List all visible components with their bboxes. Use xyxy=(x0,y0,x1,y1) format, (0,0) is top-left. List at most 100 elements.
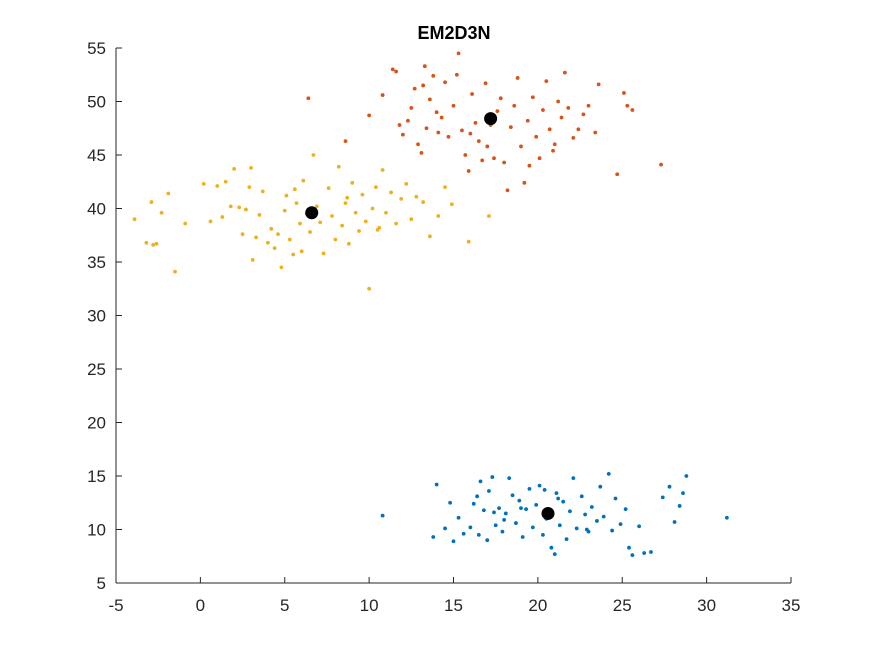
scatter-point xyxy=(301,178,306,183)
x-tick-label: -5 xyxy=(108,596,123,615)
scatter-point xyxy=(478,479,483,484)
scatter-point xyxy=(649,550,653,554)
scatter-point xyxy=(422,64,427,69)
scatter-point xyxy=(468,131,473,136)
scatter-point xyxy=(269,226,274,231)
scatter-point xyxy=(409,217,414,222)
scatter-point xyxy=(321,251,326,256)
scatter-point xyxy=(414,194,419,199)
scatter-point xyxy=(346,241,351,246)
scatter-point xyxy=(627,545,631,550)
scatter-point xyxy=(637,524,642,529)
scatter-point xyxy=(530,95,535,100)
scatter-point xyxy=(409,106,414,110)
scatter-point xyxy=(505,188,510,193)
scatter-point xyxy=(473,121,478,125)
scatter-point xyxy=(466,169,471,173)
scatter-point xyxy=(367,113,372,118)
scatter-point xyxy=(201,181,206,186)
scatter-point xyxy=(291,252,296,257)
scatter-point xyxy=(247,185,252,190)
scatter-point xyxy=(308,230,312,234)
scatter-point xyxy=(480,158,485,163)
scatter-point xyxy=(434,110,439,115)
scatter-point xyxy=(443,526,447,531)
scatter-point xyxy=(456,515,461,520)
scatter-point xyxy=(416,142,420,147)
scatter-point xyxy=(487,214,491,218)
scatter-point xyxy=(677,504,682,508)
scatter-point xyxy=(556,496,561,501)
scatter-point xyxy=(419,150,424,155)
scatter-point xyxy=(454,72,459,77)
scatter-point xyxy=(466,239,471,244)
scatter-point xyxy=(244,207,248,212)
y-tick-label: 20 xyxy=(87,414,106,433)
scatter-point xyxy=(260,189,265,194)
scatter-point xyxy=(583,512,588,517)
scatter-point xyxy=(149,200,154,204)
scatter-point xyxy=(576,127,581,132)
y-tick-label: 25 xyxy=(87,360,106,379)
scatter-point xyxy=(471,501,476,506)
axes: -5 0 5 10 15 20 25 30 35 5 10 15 20 25 30 35 40 45 50 55 xyxy=(87,39,800,615)
scatter-point xyxy=(448,500,453,505)
scatter-point xyxy=(400,132,405,137)
scatter-point xyxy=(443,185,447,190)
scatter-point xyxy=(622,91,626,95)
scatter-point xyxy=(537,156,542,161)
scatter-point xyxy=(672,520,677,524)
scatter-point xyxy=(389,190,393,195)
scatter-point xyxy=(601,514,606,519)
scatter-point xyxy=(311,153,316,157)
y-tick-label: 15 xyxy=(87,467,106,486)
scatter-point xyxy=(475,494,480,499)
series-2 xyxy=(132,153,491,291)
scatter-point xyxy=(314,204,319,209)
scatter-point xyxy=(343,139,348,143)
scatter-point xyxy=(571,135,576,140)
scatter-point xyxy=(571,476,576,481)
scatter-point xyxy=(610,528,615,533)
scatter-point xyxy=(476,139,481,143)
scatter-point xyxy=(498,96,503,101)
scatter-point xyxy=(574,526,579,531)
x-tick-label: 35 xyxy=(782,596,801,615)
scatter-point xyxy=(493,523,498,528)
scatter-point xyxy=(154,241,159,246)
scatter-point xyxy=(551,148,555,153)
scatter-point xyxy=(404,181,409,186)
scatter-point xyxy=(581,112,586,117)
scatter-point xyxy=(299,249,304,254)
scatter-point xyxy=(534,134,539,139)
scatter-point xyxy=(144,240,149,245)
scatter-point xyxy=(298,221,302,226)
scatter-point xyxy=(436,214,441,218)
scatter-point xyxy=(541,108,545,112)
scatter-point xyxy=(460,128,464,133)
scatter-point xyxy=(434,482,439,487)
scatter-point xyxy=(502,160,507,165)
scatter-point xyxy=(470,92,474,96)
scatter-point xyxy=(394,221,399,226)
scatter-point xyxy=(547,127,552,132)
scatter-point xyxy=(520,535,525,539)
scatter-point xyxy=(517,498,522,503)
x-tick-label: 0 xyxy=(196,596,205,615)
scatter-point xyxy=(524,507,528,512)
scatter-point xyxy=(254,235,258,240)
scatter-point xyxy=(568,509,572,514)
x-tick-label: 10 xyxy=(360,596,379,615)
chart-title: EM2D3N xyxy=(417,23,490,43)
scatter-point xyxy=(306,96,311,101)
scatter-point xyxy=(375,228,380,232)
scatter-point xyxy=(642,551,647,555)
centroid-point xyxy=(305,206,319,220)
scatter-point xyxy=(659,162,663,167)
scatter-point xyxy=(294,201,299,206)
scatter-point xyxy=(468,525,473,530)
scatter-point xyxy=(492,510,496,515)
scatter-point xyxy=(421,83,426,88)
scatter-point xyxy=(598,484,603,489)
